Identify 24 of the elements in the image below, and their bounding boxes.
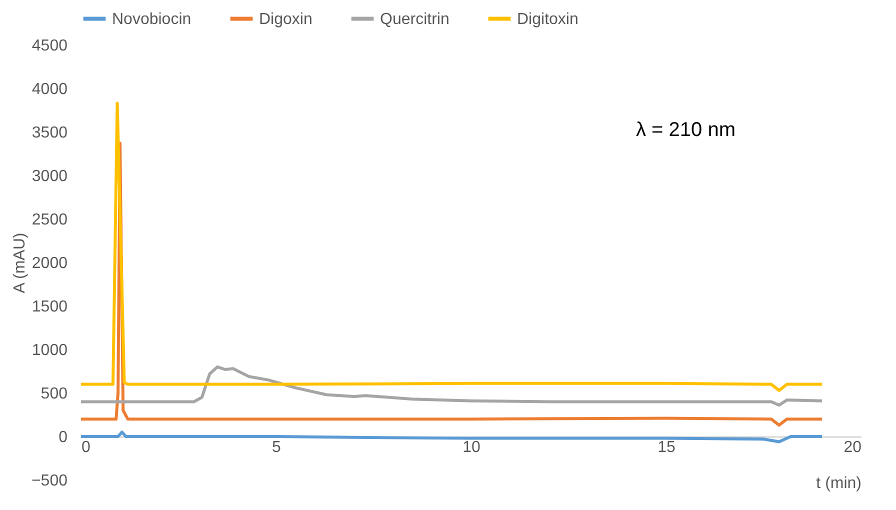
- x-tick-label: 15: [658, 439, 676, 456]
- y-tick-label: 3000: [32, 168, 68, 185]
- line-series: [80, 365, 824, 407]
- annotation: λ = 210 nm: [636, 119, 736, 141]
- y-axis-title: A (mAU): [11, 232, 28, 294]
- y-tick-label: 2000: [32, 255, 68, 272]
- x-tick-label: 5: [272, 439, 282, 456]
- legend-label: Digitoxin: [517, 10, 578, 28]
- legend-label: Novobiocin: [112, 10, 192, 28]
- y-tick-label: 1500: [32, 298, 68, 316]
- y-tick-label: 4500: [32, 38, 68, 54]
- y-tick-label: −500: [31, 472, 68, 490]
- x-axis-title: t (min): [816, 475, 862, 492]
- line-series: [80, 102, 824, 392]
- x-tick-label: 20: [844, 439, 862, 456]
- x-tick-label: 0: [82, 439, 90, 456]
- legend-label: Digoxin: [259, 10, 312, 28]
- y-tick-label: 4000: [32, 81, 68, 98]
- x-tick-label: 10: [462, 439, 480, 456]
- y-tick-label: 1000: [32, 342, 68, 359]
- legend-label: Quercitrin: [380, 10, 450, 28]
- y-tick-label: 3500: [32, 124, 68, 142]
- y-tick-label: 2500: [32, 212, 68, 228]
- y-tick-label: 500: [40, 386, 68, 402]
